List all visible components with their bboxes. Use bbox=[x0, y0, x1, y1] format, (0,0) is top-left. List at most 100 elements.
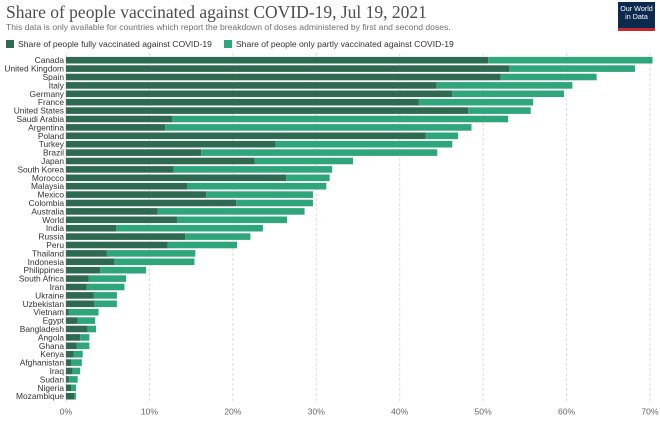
bar-partly-vaccinated bbox=[173, 166, 333, 173]
country-label: United Kingdom bbox=[4, 64, 64, 74]
logo-line2: in Data bbox=[625, 12, 648, 21]
bar-fully-vaccinated bbox=[66, 224, 117, 232]
bar-fully-vaccinated bbox=[66, 132, 426, 140]
country-label: Japan bbox=[41, 156, 64, 166]
bar-fully-vaccinated bbox=[66, 325, 88, 333]
bar-fully-vaccinated bbox=[66, 140, 276, 148]
country-label: Mexico bbox=[37, 190, 64, 200]
legend: Share of people fully vaccinated against… bbox=[6, 39, 466, 49]
bar-fully-vaccinated bbox=[66, 275, 89, 282]
bar-partly-vaccinated bbox=[88, 275, 127, 282]
bar-fully-vaccinated bbox=[66, 350, 74, 358]
bar-partly-vaccinated bbox=[206, 191, 313, 198]
legend-label-partial: Share of people only partly vaccinated a… bbox=[235, 39, 454, 49]
bar-fully-vaccinated bbox=[66, 342, 77, 350]
country-label: Afghanistan bbox=[20, 358, 65, 368]
bar-fully-vaccinated bbox=[66, 107, 469, 114]
x-tick-label: 30% bbox=[308, 406, 326, 416]
legend-item-full[interactable]: Share of people fully vaccinated against… bbox=[6, 39, 212, 49]
country-label: Egypt bbox=[43, 316, 65, 326]
bar-fully-vaccinated bbox=[66, 359, 72, 366]
country-label: Iran bbox=[50, 282, 65, 292]
country-label: Turkey bbox=[39, 139, 65, 149]
bar-partly-vaccinated bbox=[254, 157, 353, 165]
bar-partly-vaccinated bbox=[185, 233, 251, 240]
bar-partly-vaccinated bbox=[68, 376, 78, 383]
country-label: Nigeria bbox=[37, 383, 64, 393]
bar-partly-vaccinated bbox=[76, 342, 90, 350]
country-label: Uzbekistan bbox=[23, 299, 65, 309]
bar-partly-vaccinated bbox=[436, 82, 573, 89]
bar-fully-vaccinated bbox=[66, 392, 75, 400]
country-label: France bbox=[38, 97, 64, 107]
bar-fully-vaccinated bbox=[66, 367, 73, 375]
country-label: Poland bbox=[38, 131, 64, 141]
x-tick-label: 20% bbox=[224, 406, 242, 416]
chart-title: Share of people vaccinated against COVID… bbox=[6, 2, 427, 22]
bar-fully-vaccinated bbox=[66, 182, 187, 190]
bar-fully-vaccinated bbox=[66, 308, 69, 316]
country-label: South Africa bbox=[19, 274, 65, 284]
bar-fully-vaccinated bbox=[66, 98, 419, 106]
bar-fully-vaccinated bbox=[66, 384, 72, 392]
x-tick-label: 10% bbox=[141, 406, 159, 416]
bar-fully-vaccinated bbox=[66, 124, 166, 131]
bar-partly-vaccinated bbox=[171, 115, 509, 123]
legend-swatch-full bbox=[6, 40, 14, 48]
bar-fully-vaccinated bbox=[66, 208, 158, 215]
bar-partly-vaccinated bbox=[80, 334, 90, 341]
bar-fully-vaccinated bbox=[66, 199, 237, 207]
country-label: Iraq bbox=[50, 366, 65, 376]
owid-logo[interactable]: Our World in Data bbox=[618, 2, 655, 31]
country-label: Bangladesh bbox=[20, 324, 65, 334]
bar-fully-vaccinated bbox=[66, 157, 255, 165]
bar-fully-vaccinated bbox=[66, 317, 78, 324]
country-label: Philippines bbox=[23, 265, 64, 275]
bar-fully-vaccinated bbox=[66, 241, 168, 249]
bar-partly-vaccinated bbox=[452, 90, 565, 98]
legend-item-partial[interactable]: Share of people only partly vaccinated a… bbox=[223, 39, 454, 49]
bar-partly-vaccinated bbox=[509, 65, 635, 72]
country-label: Colombia bbox=[29, 198, 65, 208]
x-tick-label: 0% bbox=[60, 406, 73, 416]
country-label: Saudi Arabia bbox=[17, 114, 65, 124]
bar-partly-vaccinated bbox=[236, 199, 313, 207]
country-label: Kenya bbox=[40, 349, 64, 359]
country-label: Ghana bbox=[39, 341, 64, 351]
country-label: Italy bbox=[49, 80, 65, 90]
country-label: Thailand bbox=[32, 248, 64, 258]
bar-fully-vaccinated bbox=[66, 149, 202, 156]
bar-fully-vaccinated bbox=[66, 216, 177, 224]
bar-fully-vaccinated bbox=[66, 73, 501, 81]
bar-fully-vaccinated bbox=[66, 266, 101, 274]
bar-partly-vaccinated bbox=[167, 241, 238, 249]
bar-fully-vaccinated bbox=[66, 300, 95, 308]
bar-fully-vaccinated bbox=[66, 376, 69, 383]
bar-partly-vaccinated bbox=[73, 350, 83, 358]
bar-partly-vaccinated bbox=[93, 292, 117, 299]
bar-fully-vaccinated bbox=[66, 250, 107, 257]
country-label: Germany bbox=[30, 89, 65, 99]
x-tick-label: 70% bbox=[641, 406, 659, 416]
chart-subtitle: This data is only available for countrie… bbox=[6, 22, 451, 32]
bar-fully-vaccinated bbox=[66, 174, 287, 182]
bar-fully-vaccinated bbox=[66, 292, 94, 299]
country-label: Brazil bbox=[43, 148, 64, 158]
bar-fully-vaccinated bbox=[66, 166, 174, 173]
country-label: Mozambique bbox=[16, 391, 64, 401]
bar-partly-vaccinated bbox=[500, 73, 597, 81]
bar-partly-vaccinated bbox=[275, 140, 453, 148]
bar-partly-vaccinated bbox=[71, 359, 82, 366]
legend-swatch-partial bbox=[223, 40, 232, 48]
bar-partly-vaccinated bbox=[86, 283, 125, 291]
bar-fully-vaccinated bbox=[66, 65, 510, 72]
x-tick-label: 50% bbox=[475, 406, 493, 416]
bar-partly-vaccinated bbox=[94, 300, 117, 308]
country-label: Indonesia bbox=[28, 257, 65, 267]
legend-label-full: Share of people fully vaccinated against… bbox=[18, 39, 212, 49]
country-label: Peru bbox=[46, 240, 64, 250]
bar-fully-vaccinated bbox=[66, 258, 115, 266]
bar-fully-vaccinated bbox=[66, 334, 81, 341]
country-label: Malaysia bbox=[31, 181, 64, 191]
